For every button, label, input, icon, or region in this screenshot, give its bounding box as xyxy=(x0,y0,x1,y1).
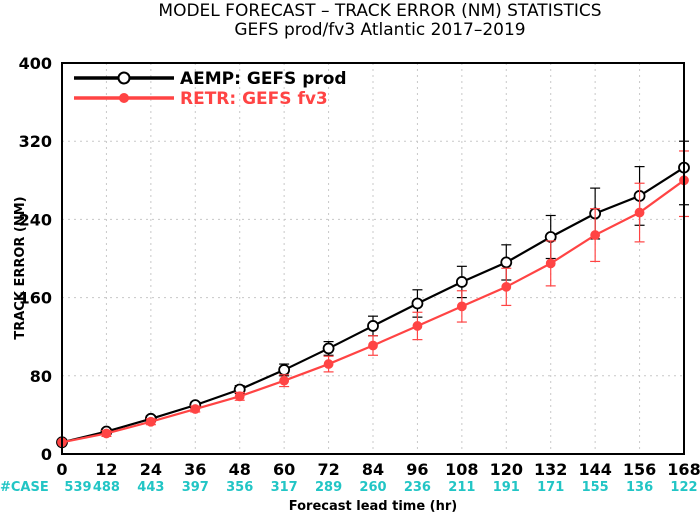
x-tick-label: 120 xyxy=(490,460,523,479)
case-count: 289 xyxy=(315,480,342,495)
legend-marker xyxy=(119,93,129,103)
data-point xyxy=(190,404,201,414)
data-point xyxy=(500,256,513,269)
case-count: 317 xyxy=(271,480,298,495)
legend-marker xyxy=(117,71,131,85)
case-count: 356 xyxy=(226,480,253,495)
x-axis-label: Forecast lead time (hr) xyxy=(289,499,457,514)
case-count: 171 xyxy=(537,480,564,495)
x-tick-label: 156 xyxy=(623,460,656,479)
case-count: 155 xyxy=(582,480,609,495)
x-tick-label: 84 xyxy=(362,460,384,479)
data-point xyxy=(322,342,335,355)
x-tick-labels: 0 12 24 36 48 60 72 84 96 108 120 132 144 156 168 xyxy=(56,460,700,479)
data-point xyxy=(145,416,156,427)
data-point xyxy=(368,340,378,351)
x-tick-label: 24 xyxy=(140,460,162,479)
x-tick-label: 36 xyxy=(184,460,206,479)
x-tick-label: 132 xyxy=(534,460,567,479)
data-point xyxy=(323,359,334,369)
case-count: 122 xyxy=(670,480,697,495)
data-point xyxy=(367,320,379,332)
plot-frame xyxy=(61,62,685,455)
x-tick-label: 108 xyxy=(445,460,478,479)
y-tick-label: 320 xyxy=(19,132,52,151)
x-tick-label: 48 xyxy=(229,460,251,479)
data-point xyxy=(101,428,112,439)
data-point xyxy=(455,276,468,288)
legend-label: AEMP: GEFS prod xyxy=(180,69,347,89)
grid-lines xyxy=(62,63,684,454)
data-point xyxy=(501,281,512,292)
data-point xyxy=(234,391,245,402)
chart-subtitle: GEFS prod/fv3 Atlantic 2017–2019 xyxy=(234,20,525,40)
case-count: 443 xyxy=(137,480,164,495)
x-tick-label: 72 xyxy=(317,460,339,479)
case-count: 539 xyxy=(64,480,91,495)
series-2 xyxy=(57,150,689,448)
y-tick-labels: 0 80 160 240 320 400 xyxy=(19,54,52,464)
x-tick-label: 12 xyxy=(95,460,117,479)
data-point xyxy=(411,297,424,310)
y-tick-label: 400 xyxy=(19,54,52,73)
y-tick-label: 240 xyxy=(19,210,52,229)
case-label: #CASE xyxy=(0,480,49,495)
x-tick-label: 0 xyxy=(56,460,67,479)
x-tick-label: 168 xyxy=(667,460,700,479)
y-tick-label: 0 xyxy=(41,445,52,464)
case-count: 397 xyxy=(182,480,209,495)
x-tick-label: 96 xyxy=(406,460,428,479)
case-count: 211 xyxy=(448,480,475,495)
case-count: 260 xyxy=(359,480,386,495)
legend-label: RETR: GEFS fv3 xyxy=(180,89,328,109)
chart-title: MODEL FORECAST – TRACK ERROR (NM) STATIS… xyxy=(158,1,601,21)
case-counts: 539 488 443 397 356 317 289 260 236 211 191 171 155 1… xyxy=(64,480,697,495)
data-point xyxy=(279,375,290,386)
data-point xyxy=(278,364,291,376)
data-point xyxy=(456,301,467,312)
data-point xyxy=(634,207,645,218)
case-count: 488 xyxy=(93,480,120,495)
series-layer xyxy=(56,140,690,449)
y-axis-label: TRACK ERROR (NM) xyxy=(13,196,28,339)
case-count: 191 xyxy=(493,480,520,495)
case-count: 136 xyxy=(626,480,653,495)
x-tick-label: 144 xyxy=(578,460,611,479)
case-count: 236 xyxy=(404,480,431,495)
data-point xyxy=(412,321,423,331)
y-tick-label: 80 xyxy=(30,367,52,386)
data-point xyxy=(590,230,601,240)
y-tick-label: 160 xyxy=(19,289,52,308)
data-point xyxy=(545,258,556,269)
x-tick-label: 60 xyxy=(273,460,295,479)
series-1 xyxy=(56,140,690,449)
